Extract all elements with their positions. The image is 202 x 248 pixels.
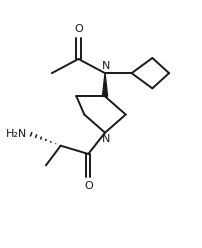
Text: N: N (102, 61, 110, 71)
Text: N: N (102, 134, 110, 144)
Text: O: O (74, 24, 83, 34)
Polygon shape (102, 73, 108, 96)
Text: O: O (84, 181, 93, 191)
Text: H₂N: H₂N (6, 129, 28, 139)
